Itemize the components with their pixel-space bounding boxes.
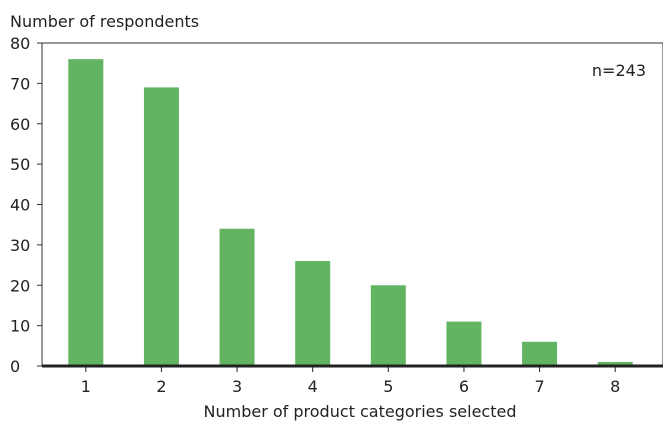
y-tick-label: 20: [10, 276, 30, 295]
x-tick-label: 3: [232, 377, 242, 396]
y-tick-label: 40: [10, 196, 30, 215]
sample-size-annotation: n=243: [592, 61, 646, 80]
bar: [446, 321, 482, 366]
y-tick-label: 60: [10, 115, 30, 134]
bar: [522, 341, 558, 366]
y-tick-label: 10: [10, 317, 30, 336]
y-tick-label: 70: [10, 74, 30, 93]
x-tick-label: 2: [156, 377, 166, 396]
y-tick-label: 30: [10, 236, 30, 255]
bar: [295, 261, 331, 366]
y-tick-label: 50: [10, 155, 30, 174]
bars-group: [68, 59, 633, 367]
x-ticks-group: 1 2 3 4 5 6 7 8: [81, 366, 620, 396]
x-tick-label: 6: [459, 377, 469, 396]
y-tick-label: 80: [10, 34, 30, 53]
bar: [143, 87, 179, 366]
bar: [370, 285, 406, 366]
x-tick-label: 5: [383, 377, 393, 396]
x-tick-label: 1: [81, 377, 91, 396]
plot-frame: [41, 42, 663, 367]
x-axis-label: Number of product categories selected: [204, 402, 517, 421]
x-tick-label: 4: [308, 377, 318, 396]
y-ticks-group: 0 10 20 30 40 50 60 70 80: [10, 34, 42, 376]
bar: [219, 228, 255, 366]
bar: [597, 361, 633, 366]
bar: [68, 59, 104, 367]
y-tick-label: 0: [10, 357, 20, 376]
x-tick-label: 8: [610, 377, 620, 396]
y-axis-label: Number of respondents: [10, 12, 199, 31]
x-tick-label: 7: [534, 377, 544, 396]
